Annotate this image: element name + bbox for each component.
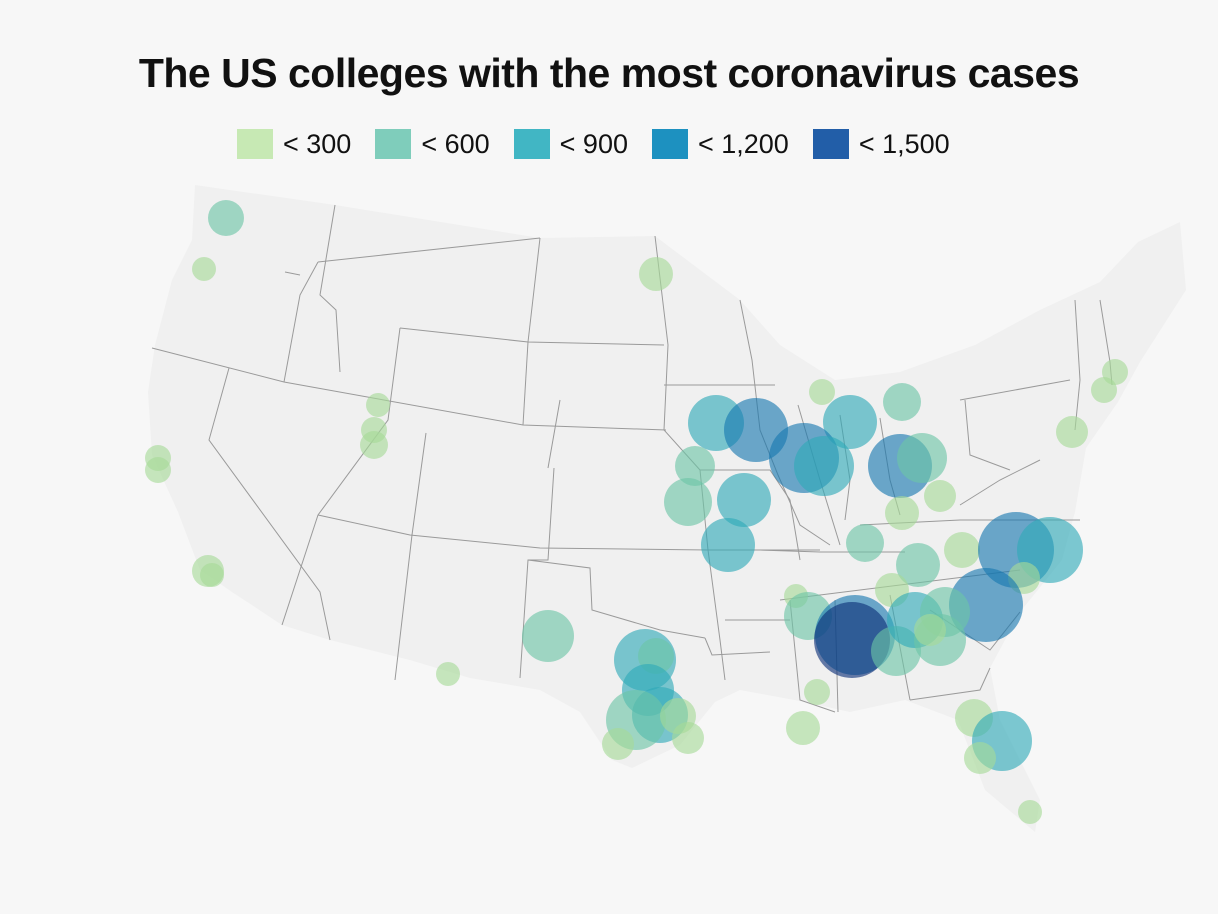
college-bubble bbox=[804, 679, 830, 705]
college-bubble bbox=[701, 518, 755, 572]
college-bubble bbox=[944, 532, 980, 568]
legend-swatch-900 bbox=[513, 129, 550, 159]
college-bubble bbox=[672, 722, 704, 754]
legend-label-300: < 300 bbox=[283, 128, 352, 159]
college-bubble bbox=[897, 433, 947, 483]
college-bubble bbox=[192, 257, 216, 281]
legend-swatch-600 bbox=[375, 129, 412, 159]
legend-label-600: < 600 bbox=[421, 128, 490, 159]
college-bubble bbox=[436, 662, 460, 686]
legend-item-1200: < 1,200 bbox=[651, 128, 789, 160]
legend-label-900: < 900 bbox=[559, 128, 628, 159]
college-bubble bbox=[964, 742, 996, 774]
college-bubble bbox=[809, 379, 835, 405]
college-bubble bbox=[949, 568, 1023, 642]
college-bubble bbox=[1102, 359, 1128, 385]
legend-swatch-1200 bbox=[651, 129, 688, 159]
college-bubble bbox=[1056, 416, 1088, 448]
college-bubble bbox=[786, 711, 820, 745]
college-bubble bbox=[846, 524, 884, 562]
college-bubble bbox=[200, 563, 224, 587]
college-bubble bbox=[883, 383, 921, 421]
legend-swatch-300 bbox=[237, 129, 273, 159]
legend-item-1500: < 1,500 bbox=[812, 128, 950, 160]
college-bubble bbox=[639, 257, 673, 291]
college-bubbles bbox=[145, 200, 1128, 824]
legend-swatch-1500 bbox=[812, 129, 849, 159]
college-bubble bbox=[675, 446, 715, 486]
college-bubble bbox=[145, 457, 171, 483]
legend-label-1500: < 1,500 bbox=[858, 128, 950, 159]
map-title: The US colleges with the most coronaviru… bbox=[138, 50, 1080, 96]
college-bubble bbox=[1018, 800, 1042, 824]
college-bubble bbox=[794, 436, 854, 496]
legend-item-900: < 900 bbox=[513, 128, 628, 160]
college-bubble bbox=[366, 393, 390, 417]
college-bubble bbox=[208, 200, 244, 236]
college-bubble bbox=[885, 496, 919, 530]
college-bubble bbox=[522, 610, 574, 662]
college-bubble bbox=[896, 543, 940, 587]
college-bubble bbox=[717, 473, 771, 527]
college-bubble bbox=[924, 480, 956, 512]
college-bubble bbox=[664, 478, 712, 526]
college-bubble bbox=[823, 395, 877, 449]
college-bubble bbox=[360, 431, 388, 459]
college-bubble bbox=[602, 728, 634, 760]
legend: < 300 < 600 < 900 < 1,200 < 1,500 bbox=[237, 126, 974, 162]
legend-item-600: < 600 bbox=[375, 128, 490, 160]
college-bubble bbox=[914, 614, 946, 646]
college-bubble bbox=[814, 602, 890, 678]
legend-label-1200: < 1,200 bbox=[697, 128, 789, 159]
legend-item-300: < 300 bbox=[237, 129, 351, 160]
